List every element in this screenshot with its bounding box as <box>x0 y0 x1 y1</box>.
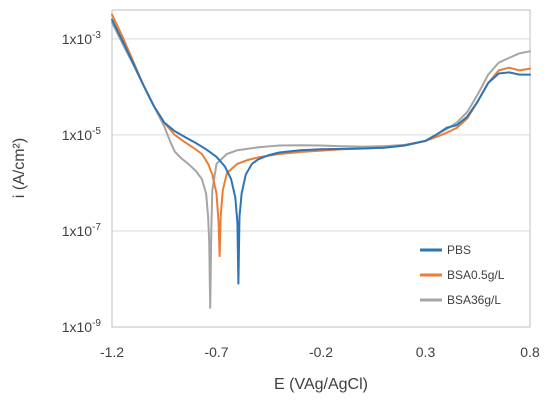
y-tick-exponent: -5 <box>92 126 101 137</box>
x-tick-label: -0.7 <box>204 344 228 360</box>
x-tick-label: 0.3 <box>416 344 436 360</box>
series-line-bsa0-5g-l <box>111 13 531 258</box>
y-tick-base: 1x10 <box>62 319 93 335</box>
x-tick-label: -1.2 <box>100 344 124 360</box>
series-layer <box>111 13 531 309</box>
legend-label: PBS <box>447 243 471 257</box>
series-line-bsa36g-l <box>111 21 531 309</box>
y-tick-base: 1x10 <box>62 127 93 143</box>
y-tick-label: 1x10-7 <box>62 222 102 239</box>
y-tick-label: 1x10-5 <box>62 126 102 143</box>
y-tick-label: 1x10-9 <box>62 318 102 335</box>
plot-area-frame <box>111 9 531 328</box>
y-tick-exponent: -7 <box>92 222 101 233</box>
x-tick-label: 0.8 <box>520 344 540 360</box>
x-tick-label: -0.2 <box>309 344 333 360</box>
y-tick-base: 1x10 <box>62 31 93 47</box>
y-tick-exponent: -9 <box>92 318 101 329</box>
y-tick-base: 1x10 <box>62 223 93 239</box>
y-tick-exponent: -3 <box>92 30 101 41</box>
series-line-pbs <box>111 18 531 285</box>
gridlines <box>112 38 530 328</box>
legend-label: BSA36g/L <box>447 293 501 307</box>
x-axis-ticks: -1.2 -0.7 -0.2 0.3 0.8 <box>100 344 540 360</box>
x-axis-title: E (VAg/AgCl) <box>274 376 368 393</box>
legend-label: BSA0.5g/L <box>447 268 505 282</box>
legend: PBS BSA0.5g/L BSA36g/L <box>420 243 505 307</box>
y-tick-label: 1x10-3 <box>62 30 102 47</box>
y-axis-title: i (A/cm²) <box>11 138 28 198</box>
